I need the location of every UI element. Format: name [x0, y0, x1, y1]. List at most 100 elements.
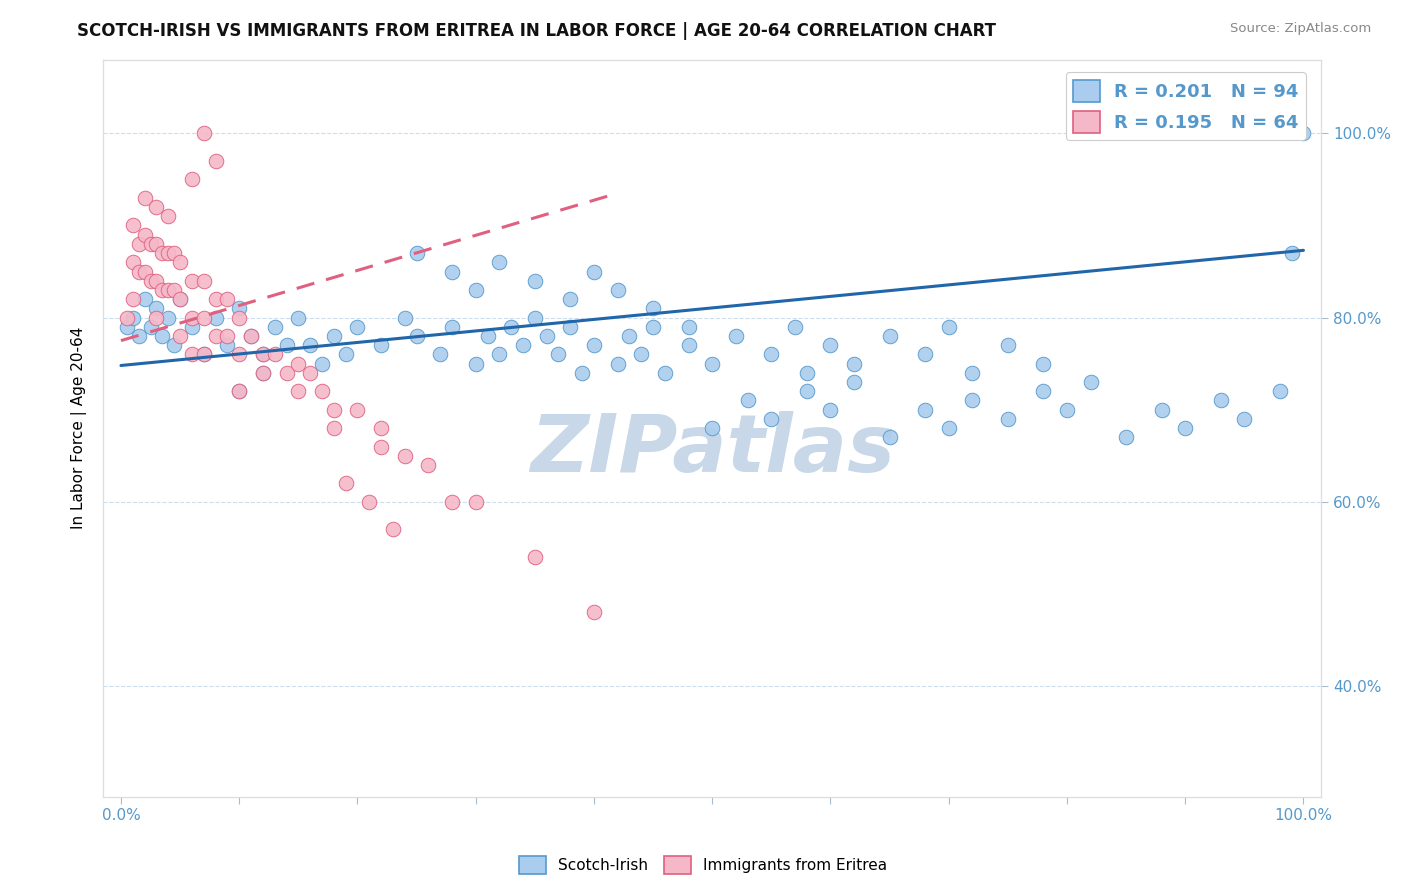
Point — [150, 283, 173, 297]
Point — [322, 421, 344, 435]
Point — [405, 246, 427, 260]
Point — [322, 402, 344, 417]
Point — [169, 329, 191, 343]
Text: SCOTCH-IRISH VS IMMIGRANTS FROM ERITREA IN LABOR FORCE | AGE 20-64 CORRELATION C: SCOTCH-IRISH VS IMMIGRANTS FROM ERITREA … — [77, 22, 997, 40]
Point — [702, 357, 724, 371]
Point — [464, 357, 486, 371]
Point — [193, 310, 215, 325]
Point — [370, 421, 392, 435]
Point — [796, 366, 818, 380]
Point — [128, 236, 150, 251]
Point — [523, 550, 546, 565]
Point — [228, 384, 250, 399]
Point — [619, 329, 641, 343]
Point — [641, 301, 664, 316]
Point — [276, 366, 298, 380]
Point — [287, 310, 309, 325]
Point — [654, 366, 676, 380]
Point — [121, 255, 143, 269]
Point — [879, 430, 901, 444]
Point — [997, 412, 1019, 426]
Point — [1032, 357, 1054, 371]
Point — [724, 329, 747, 343]
Point — [204, 292, 226, 306]
Point — [536, 329, 558, 343]
Point — [228, 384, 250, 399]
Point — [820, 338, 842, 352]
Point — [228, 310, 250, 325]
Legend: R = 0.201   N = 94, R = 0.195   N = 64: R = 0.201 N = 94, R = 0.195 N = 64 — [1066, 72, 1306, 140]
Point — [163, 338, 186, 352]
Point — [180, 310, 202, 325]
Point — [169, 292, 191, 306]
Point — [346, 319, 368, 334]
Point — [193, 126, 215, 140]
Point — [641, 319, 664, 334]
Point — [512, 338, 534, 352]
Point — [299, 366, 322, 380]
Point — [145, 236, 167, 251]
Point — [335, 476, 357, 491]
Point — [418, 458, 440, 472]
Point — [217, 292, 239, 306]
Point — [128, 329, 150, 343]
Point — [128, 264, 150, 278]
Point — [311, 384, 333, 399]
Point — [121, 292, 143, 306]
Point — [678, 338, 700, 352]
Point — [157, 310, 180, 325]
Point — [276, 338, 298, 352]
Point — [134, 227, 156, 242]
Point — [311, 357, 333, 371]
Point — [1115, 430, 1137, 444]
Point — [571, 366, 593, 380]
Point — [217, 338, 239, 352]
Point — [1080, 375, 1102, 389]
Point — [193, 347, 215, 361]
Point — [163, 246, 186, 260]
Point — [169, 292, 191, 306]
Point — [217, 329, 239, 343]
Point — [1281, 246, 1303, 260]
Point — [630, 347, 652, 361]
Point — [134, 264, 156, 278]
Point — [228, 301, 250, 316]
Point — [1174, 421, 1197, 435]
Point — [346, 402, 368, 417]
Point — [150, 329, 173, 343]
Point — [145, 310, 167, 325]
Point — [560, 319, 582, 334]
Point — [1032, 384, 1054, 399]
Point — [464, 495, 486, 509]
Point — [678, 319, 700, 334]
Point — [394, 449, 416, 463]
Point — [761, 412, 783, 426]
Point — [145, 274, 167, 288]
Point — [240, 329, 263, 343]
Point — [582, 264, 605, 278]
Point — [1233, 412, 1256, 426]
Point — [606, 357, 628, 371]
Point — [429, 347, 451, 361]
Point — [441, 495, 464, 509]
Point — [134, 191, 156, 205]
Point — [163, 283, 186, 297]
Point — [139, 236, 162, 251]
Point — [370, 338, 392, 352]
Point — [252, 347, 274, 361]
Point — [582, 338, 605, 352]
Point — [180, 347, 202, 361]
Point — [157, 209, 180, 223]
Point — [523, 274, 546, 288]
Point — [464, 283, 486, 297]
Point — [121, 219, 143, 233]
Point — [193, 274, 215, 288]
Point — [263, 319, 285, 334]
Point — [523, 310, 546, 325]
Point — [240, 329, 263, 343]
Point — [441, 264, 464, 278]
Point — [501, 319, 523, 334]
Text: Source: ZipAtlas.com: Source: ZipAtlas.com — [1230, 22, 1371, 36]
Point — [169, 255, 191, 269]
Point — [879, 329, 901, 343]
